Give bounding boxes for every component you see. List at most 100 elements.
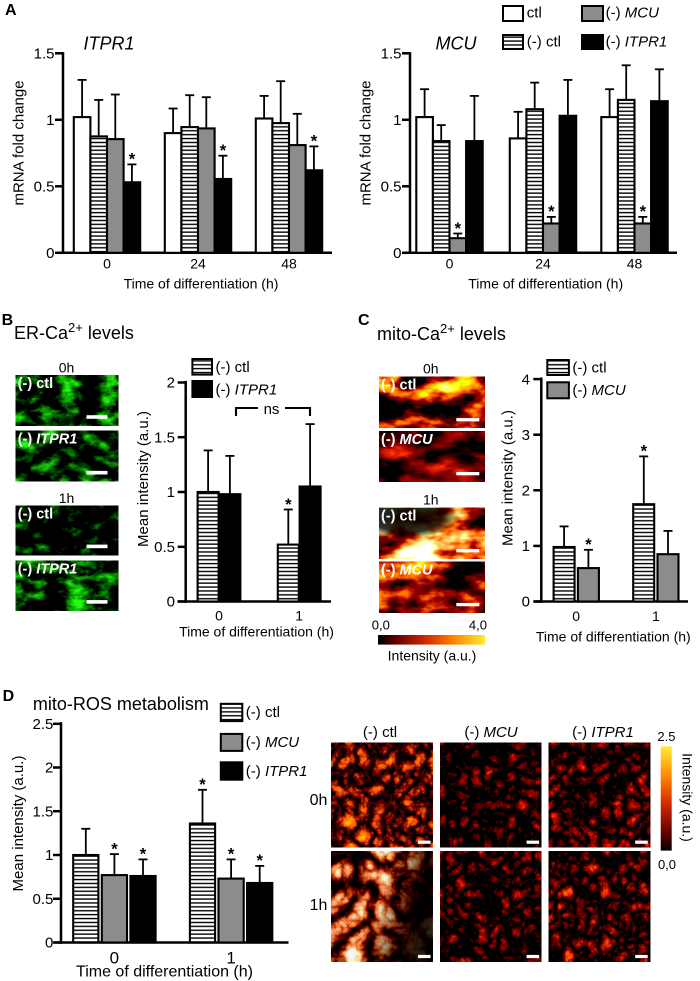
svg-text:(-) ctl: (-) ctl	[246, 704, 280, 721]
svg-text:(-) ctl: (-) ctl	[18, 507, 53, 523]
svg-text:*: *	[140, 846, 147, 864]
svg-text:2: 2	[522, 483, 530, 500]
svg-text:2: 2	[45, 760, 53, 777]
svg-text:1: 1	[167, 484, 175, 501]
svg-text:1: 1	[522, 538, 530, 555]
svg-text:0h: 0h	[310, 792, 328, 809]
svg-text:ctl: ctl	[527, 5, 542, 22]
svg-text:Intensity (a.u.): Intensity (a.u.)	[388, 648, 477, 664]
svg-text:A: A	[5, 2, 17, 19]
svg-text:*: *	[640, 203, 647, 221]
svg-text:0h: 0h	[423, 361, 439, 377]
svg-text:0,0: 0,0	[658, 857, 676, 872]
svg-text:0: 0	[45, 935, 53, 952]
svg-text:2.5: 2.5	[657, 729, 675, 744]
svg-text:0.5: 0.5	[381, 179, 402, 196]
svg-text:(-) MCU: (-) MCU	[246, 734, 299, 751]
svg-text:0: 0	[103, 256, 111, 272]
svg-text:1.5: 1.5	[33, 804, 54, 821]
svg-text:*: *	[455, 220, 462, 238]
svg-text:Time of differentiation (h): Time of differentiation (h)	[468, 276, 623, 292]
svg-text:1h: 1h	[423, 492, 439, 508]
svg-text:1: 1	[46, 112, 54, 129]
svg-text:*: *	[228, 846, 235, 864]
svg-text:(-) ctl: (-) ctl	[216, 359, 250, 376]
svg-text:D: D	[3, 688, 15, 705]
svg-text:mito-ROS metabolism: mito-ROS metabolism	[33, 694, 209, 714]
svg-text:*: *	[585, 536, 592, 554]
svg-text:*: *	[199, 776, 206, 794]
svg-text:mito-Ca2+ levels: mito-Ca2+ levels	[377, 321, 506, 344]
svg-text:48: 48	[627, 256, 643, 272]
svg-text:Time of differentiation (h): Time of differentiation (h)	[179, 623, 334, 639]
svg-text:(-) ctl: (-) ctl	[381, 377, 416, 393]
svg-text:(-) ITPR1: (-) ITPR1	[246, 763, 308, 780]
svg-text:mRNA fold change: mRNA fold change	[11, 80, 28, 205]
svg-text:1: 1	[45, 847, 53, 864]
svg-text:0.5: 0.5	[34, 179, 55, 196]
svg-text:MCU: MCU	[436, 34, 478, 54]
svg-text:24: 24	[190, 256, 206, 272]
svg-text:(-) ITPR1: (-) ITPR1	[572, 724, 634, 741]
svg-text:(-) ctl: (-) ctl	[572, 360, 606, 377]
svg-text:*: *	[129, 151, 136, 169]
svg-text:(-) ctl: (-) ctl	[527, 34, 561, 51]
svg-text:C: C	[358, 312, 370, 329]
svg-text:Time of differentiation (h): Time of differentiation (h)	[536, 629, 691, 645]
svg-text:0h: 0h	[59, 360, 75, 376]
svg-text:0: 0	[167, 594, 175, 611]
svg-text:0,0: 0,0	[372, 618, 390, 633]
svg-text:*: *	[111, 840, 118, 858]
svg-text:0: 0	[522, 594, 530, 611]
svg-text:Time of differentiation (h): Time of differentiation (h)	[76, 964, 253, 981]
svg-text:2: 2	[167, 375, 175, 392]
svg-text:(-) MCU: (-) MCU	[572, 382, 625, 399]
svg-text:0: 0	[215, 608, 223, 624]
svg-text:2.5: 2.5	[33, 716, 54, 733]
svg-text:(-) ctl: (-) ctl	[18, 376, 53, 392]
svg-text:(-) ctl: (-) ctl	[381, 509, 416, 525]
svg-text:(-) ITPR1: (-) ITPR1	[216, 382, 278, 399]
svg-text:ns: ns	[264, 401, 280, 418]
svg-text:1.5: 1.5	[34, 46, 55, 63]
svg-text:1.5: 1.5	[154, 429, 175, 446]
svg-text:3: 3	[522, 427, 530, 444]
svg-text:1: 1	[393, 112, 401, 129]
svg-text:48: 48	[281, 256, 297, 272]
svg-text:1: 1	[295, 608, 303, 624]
svg-text:Mean intensity (a.u.): Mean intensity (a.u.)	[500, 410, 517, 546]
svg-text:0: 0	[110, 948, 119, 967]
svg-text:0.5: 0.5	[154, 539, 175, 556]
svg-text:1h: 1h	[310, 897, 328, 914]
svg-text:Mean intensity (a.u.): Mean intensity (a.u.)	[10, 756, 27, 892]
svg-text:Mean intensity (a.u.): Mean intensity (a.u.)	[135, 411, 152, 547]
svg-text:(-) ITPR1: (-) ITPR1	[18, 561, 78, 577]
svg-text:4: 4	[522, 371, 530, 388]
svg-text:ITPR1: ITPR1	[83, 34, 134, 54]
svg-text:0: 0	[572, 608, 580, 624]
svg-text:*: *	[641, 443, 648, 461]
svg-text:B: B	[2, 312, 14, 329]
svg-text:(-) ITPR1: (-) ITPR1	[18, 431, 78, 447]
svg-text:0.5: 0.5	[33, 891, 54, 908]
svg-text:(-) ctl: (-) ctl	[363, 724, 397, 741]
svg-text:mRNA fold change: mRNA fold change	[358, 80, 375, 205]
svg-text:0: 0	[393, 245, 401, 262]
svg-text:(-) MCU: (-) MCU	[381, 432, 433, 448]
svg-text:1.5: 1.5	[381, 46, 402, 63]
svg-text:24: 24	[535, 256, 551, 272]
svg-text:(-) ITPR1: (-) ITPR1	[606, 34, 668, 51]
svg-text:(-) MCU: (-) MCU	[606, 5, 659, 22]
svg-text:(-) MCU: (-) MCU	[381, 562, 433, 578]
svg-text:*: *	[256, 852, 263, 870]
svg-text:Time of differentiation (h): Time of differentiation (h)	[124, 276, 279, 292]
svg-text:4,0: 4,0	[469, 618, 487, 633]
svg-text:0: 0	[46, 245, 54, 262]
svg-text:(-) MCU: (-) MCU	[464, 724, 517, 741]
svg-text:*: *	[311, 133, 318, 151]
svg-text:*: *	[285, 496, 292, 514]
svg-text:1: 1	[652, 608, 660, 624]
svg-text:*: *	[220, 142, 227, 160]
svg-text:1: 1	[226, 948, 235, 967]
svg-text:ER-Ca2+ levels: ER-Ca2+ levels	[14, 320, 134, 343]
